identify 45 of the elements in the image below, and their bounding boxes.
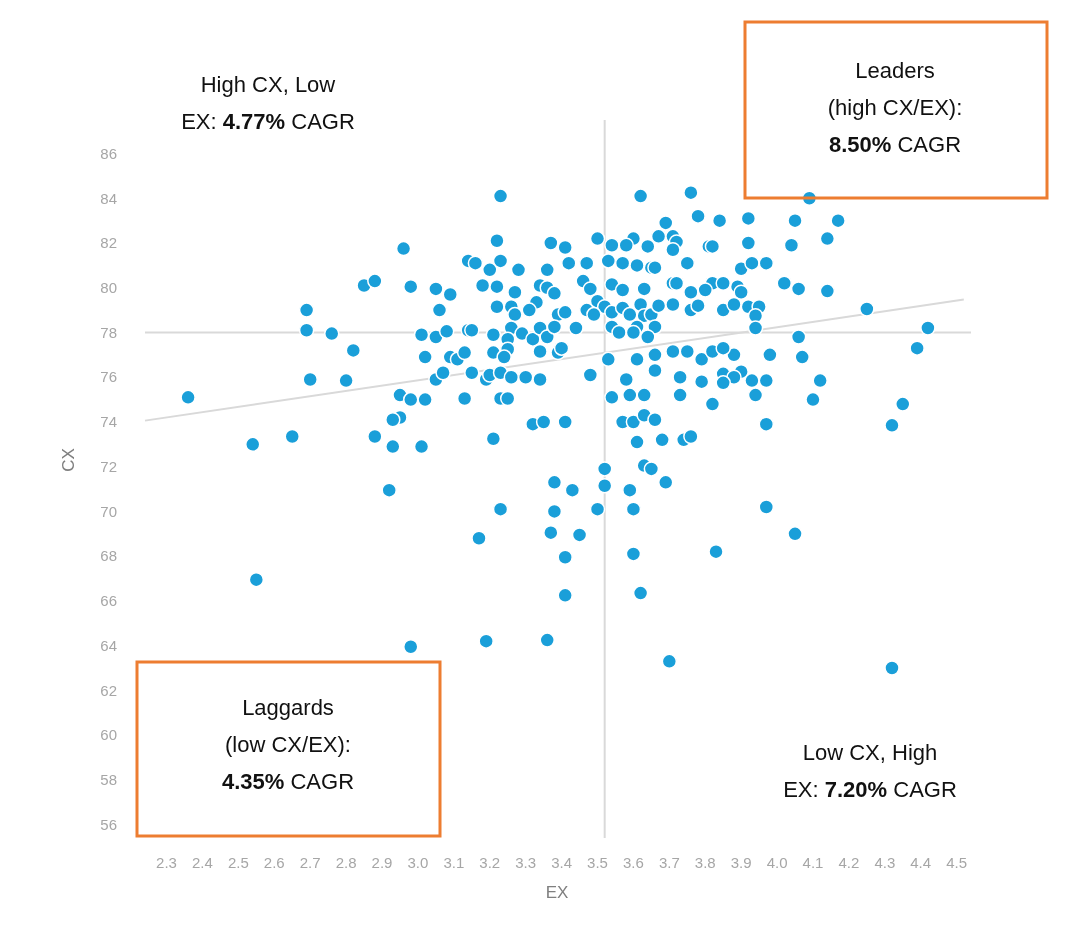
x-tick-label: 3.8 [694, 854, 716, 871]
y-tick-label: 60 [100, 726, 117, 744]
x-tick-label: 4.2 [838, 854, 860, 871]
x-tick-label: 3.4 [551, 854, 573, 871]
y-axis-title: CX [59, 448, 78, 472]
y-tick-label: 76 [100, 368, 117, 386]
annotation: Low CX, High EX: 7.20% CAGR [783, 740, 957, 802]
x-tick-label: 2.5 [227, 854, 249, 871]
x-tick-label: 2.9 [371, 854, 393, 871]
y-tick-label: 72 [100, 457, 117, 475]
x-tick-label: 3.1 [443, 854, 465, 871]
x-tick-label: 3.7 [658, 854, 680, 871]
x-tick-label: 4.5 [946, 854, 968, 871]
x-tick-label: 3.2 [479, 854, 501, 871]
y-tick-label: 70 [100, 502, 117, 520]
x-tick-label: 4.0 [766, 854, 788, 871]
x-tick-label: 4.4 [910, 854, 932, 871]
x-tick-label: 2.8 [335, 854, 357, 871]
y-tick-label: 78 [100, 323, 117, 341]
y-tick-label: 74 [100, 413, 117, 431]
annotation: Laggards (low CX/EX): 4.35% CAGR [221, 695, 355, 794]
y-tick-label: 86 [100, 144, 117, 162]
y-tick-label: 62 [100, 681, 117, 699]
x-tick-label: 3.3 [515, 854, 537, 871]
y-tick-label: 84 [100, 189, 117, 207]
x-tick-label: 2.4 [192, 854, 213, 871]
x-tick-label: 3.5 [587, 854, 608, 871]
y-tick-label: 66 [100, 592, 117, 610]
x-tick-label: 2.7 [299, 854, 321, 871]
y-tick-label: 58 [100, 771, 117, 789]
annotation: High CX, Low EX: 4.77% CAGR [181, 72, 355, 134]
y-tick-label: 82 [100, 234, 117, 252]
y-tick-label: 68 [100, 547, 117, 565]
y-tick-label: 56 [100, 815, 117, 833]
x-tick-label: 3.0 [407, 854, 429, 871]
x-tick-label: 2.3 [156, 854, 177, 871]
x-tick-label: 3.9 [730, 854, 752, 871]
x-tick-label: 3.6 [622, 854, 644, 871]
x-axis-title: EX [545, 883, 569, 902]
x-tick-label: 4.3 [874, 854, 896, 871]
x-tick-label: 4.1 [802, 854, 824, 871]
y-tick-label: 80 [100, 279, 117, 297]
y-tick-label: 64 [100, 636, 117, 654]
x-tick-label: 2.6 [263, 854, 285, 871]
annotation: Leaders (high CX/EX): 8.50% CAGR [827, 58, 963, 157]
